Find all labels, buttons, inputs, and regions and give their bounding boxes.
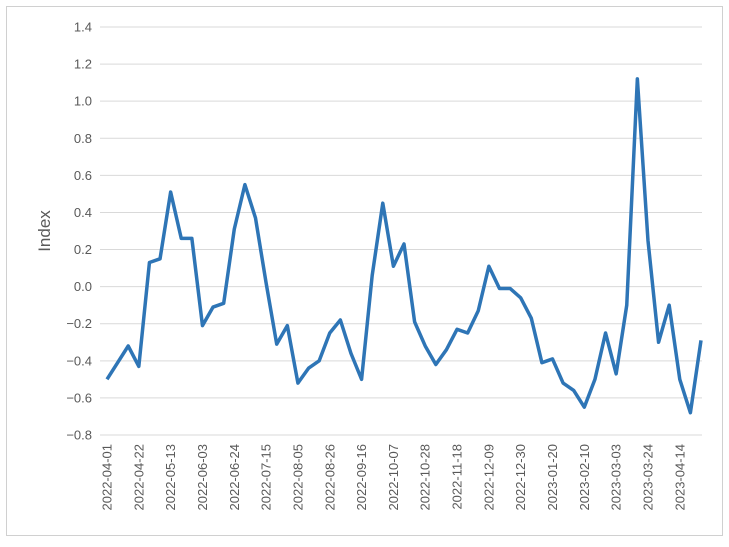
y-tick-label: 0.2 bbox=[74, 242, 92, 257]
y-tick-label: −0.6 bbox=[66, 390, 92, 405]
x-tick-label: 2022-04-01 bbox=[100, 444, 115, 511]
x-tick-label: 2022-08-05 bbox=[290, 444, 305, 511]
x-tick-label: 2023-01-20 bbox=[545, 444, 560, 511]
x-tick-label: 2022-11-18 bbox=[450, 444, 465, 510]
x-tick-label: 2023-04-14 bbox=[672, 444, 687, 511]
y-tick-label: −0.4 bbox=[66, 353, 92, 368]
x-tick-label: 2022-09-16 bbox=[354, 444, 369, 511]
x-tick-label: 2023-03-03 bbox=[609, 444, 624, 511]
y-tick-label: 1.4 bbox=[74, 20, 92, 35]
x-tick-label: 2023-02-10 bbox=[577, 444, 592, 511]
y-tick-label: 1.0 bbox=[74, 94, 92, 109]
y-tick-label: 0.6 bbox=[74, 168, 92, 183]
y-tick-label: 0.0 bbox=[74, 279, 92, 294]
chart-frame bbox=[6, 6, 723, 536]
x-tick-label: 2022-06-03 bbox=[195, 444, 210, 511]
x-tick-label: 2022-08-26 bbox=[322, 444, 337, 511]
x-tick-label: 2022-07-15 bbox=[259, 444, 274, 511]
x-tick-label: 2022-12-09 bbox=[481, 444, 496, 511]
x-tick-label: 2022-05-13 bbox=[163, 444, 178, 511]
x-tick-label: 2022-10-07 bbox=[386, 444, 401, 511]
y-tick-label: 0.8 bbox=[74, 131, 92, 146]
x-tick-label: 2022-06-24 bbox=[227, 444, 242, 511]
y-tick-label: 1.2 bbox=[74, 57, 92, 72]
y-tick-label: 0.4 bbox=[74, 205, 92, 220]
y-tick-label: −0.8 bbox=[66, 428, 92, 443]
x-tick-label: 2023-03-24 bbox=[640, 444, 655, 511]
y-tick-label: −0.2 bbox=[66, 316, 92, 331]
x-tick-label: 2022-12-30 bbox=[513, 444, 528, 511]
x-tick-label: 2022-10-28 bbox=[418, 444, 433, 511]
x-tick-label: 2022-04-22 bbox=[131, 444, 146, 511]
data-line bbox=[105, 77, 703, 415]
y-axis-label: Index bbox=[35, 210, 54, 252]
